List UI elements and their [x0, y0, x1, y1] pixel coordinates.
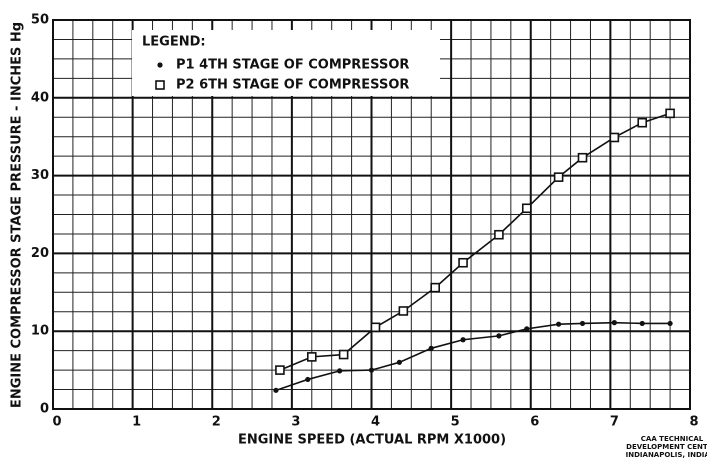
- point: [396, 359, 402, 365]
- y-tick-label: 0: [40, 402, 49, 417]
- point: [637, 117, 648, 128]
- point: [306, 352, 317, 362]
- point: [639, 320, 645, 327]
- point: [609, 132, 620, 143]
- legend-marker: [155, 80, 165, 90]
- x-tick-label: 1: [132, 415, 141, 430]
- x-axis-label: ENGINE SPEED (ACTUAL RPM X1000): [238, 433, 506, 448]
- point: [577, 152, 588, 163]
- point: [370, 322, 381, 333]
- x-tick-label: 2: [212, 415, 221, 430]
- x-tick-label: 0: [52, 415, 61, 430]
- footnote: INDIANAPOLIS, INDIAN.: [626, 451, 707, 459]
- point: [496, 333, 502, 339]
- point: [521, 203, 532, 214]
- footnote: DEVELOPMENT CENTER: [626, 443, 707, 451]
- marks: [273, 108, 675, 393]
- x-tick-label: 7: [610, 415, 619, 430]
- point: [430, 282, 441, 293]
- point: [458, 257, 468, 268]
- point: [667, 320, 673, 327]
- point: [611, 320, 617, 326]
- y-tick-label: 40: [31, 90, 49, 105]
- y-tick-label: 50: [31, 13, 49, 28]
- x-tick-label: 4: [371, 415, 380, 430]
- point: [428, 345, 434, 351]
- legend-marker: [157, 62, 163, 68]
- y-axis-label: ENGINE COMPRESSOR STAGE PRESSURE - INCHE…: [10, 22, 25, 408]
- legend-box: [132, 30, 440, 96]
- plot-frame: [52, 19, 691, 410]
- x-tick-label: 3: [291, 415, 300, 430]
- point: [338, 349, 349, 360]
- y-tick-label: 10: [31, 324, 49, 339]
- point: [275, 365, 285, 375]
- point: [553, 172, 564, 182]
- point: [368, 367, 375, 373]
- point: [556, 321, 562, 327]
- point: [305, 376, 311, 383]
- legend-label: P2 6TH STAGE OF COMPRESSOR: [176, 78, 409, 93]
- point: [337, 368, 343, 374]
- point: [665, 108, 675, 119]
- x-tick-label: 6: [530, 415, 539, 430]
- point: [398, 306, 409, 316]
- legend-label: P1 4TH STAGE OF COMPRESSOR: [176, 58, 409, 73]
- point: [273, 387, 279, 393]
- fit-line: [275, 321, 671, 392]
- footnote: CAA TECHNICAL: [641, 435, 704, 443]
- point: [460, 337, 466, 343]
- point: [494, 229, 504, 240]
- legend-title: LEGEND:: [142, 35, 206, 50]
- y-tick-label: 30: [31, 168, 49, 183]
- x-tick-label: 8: [689, 415, 698, 430]
- fit-line: [279, 112, 671, 371]
- point: [524, 326, 530, 332]
- x-tick-label: 5: [451, 415, 460, 430]
- y-tick-label: 20: [31, 246, 49, 261]
- point: [579, 320, 586, 327]
